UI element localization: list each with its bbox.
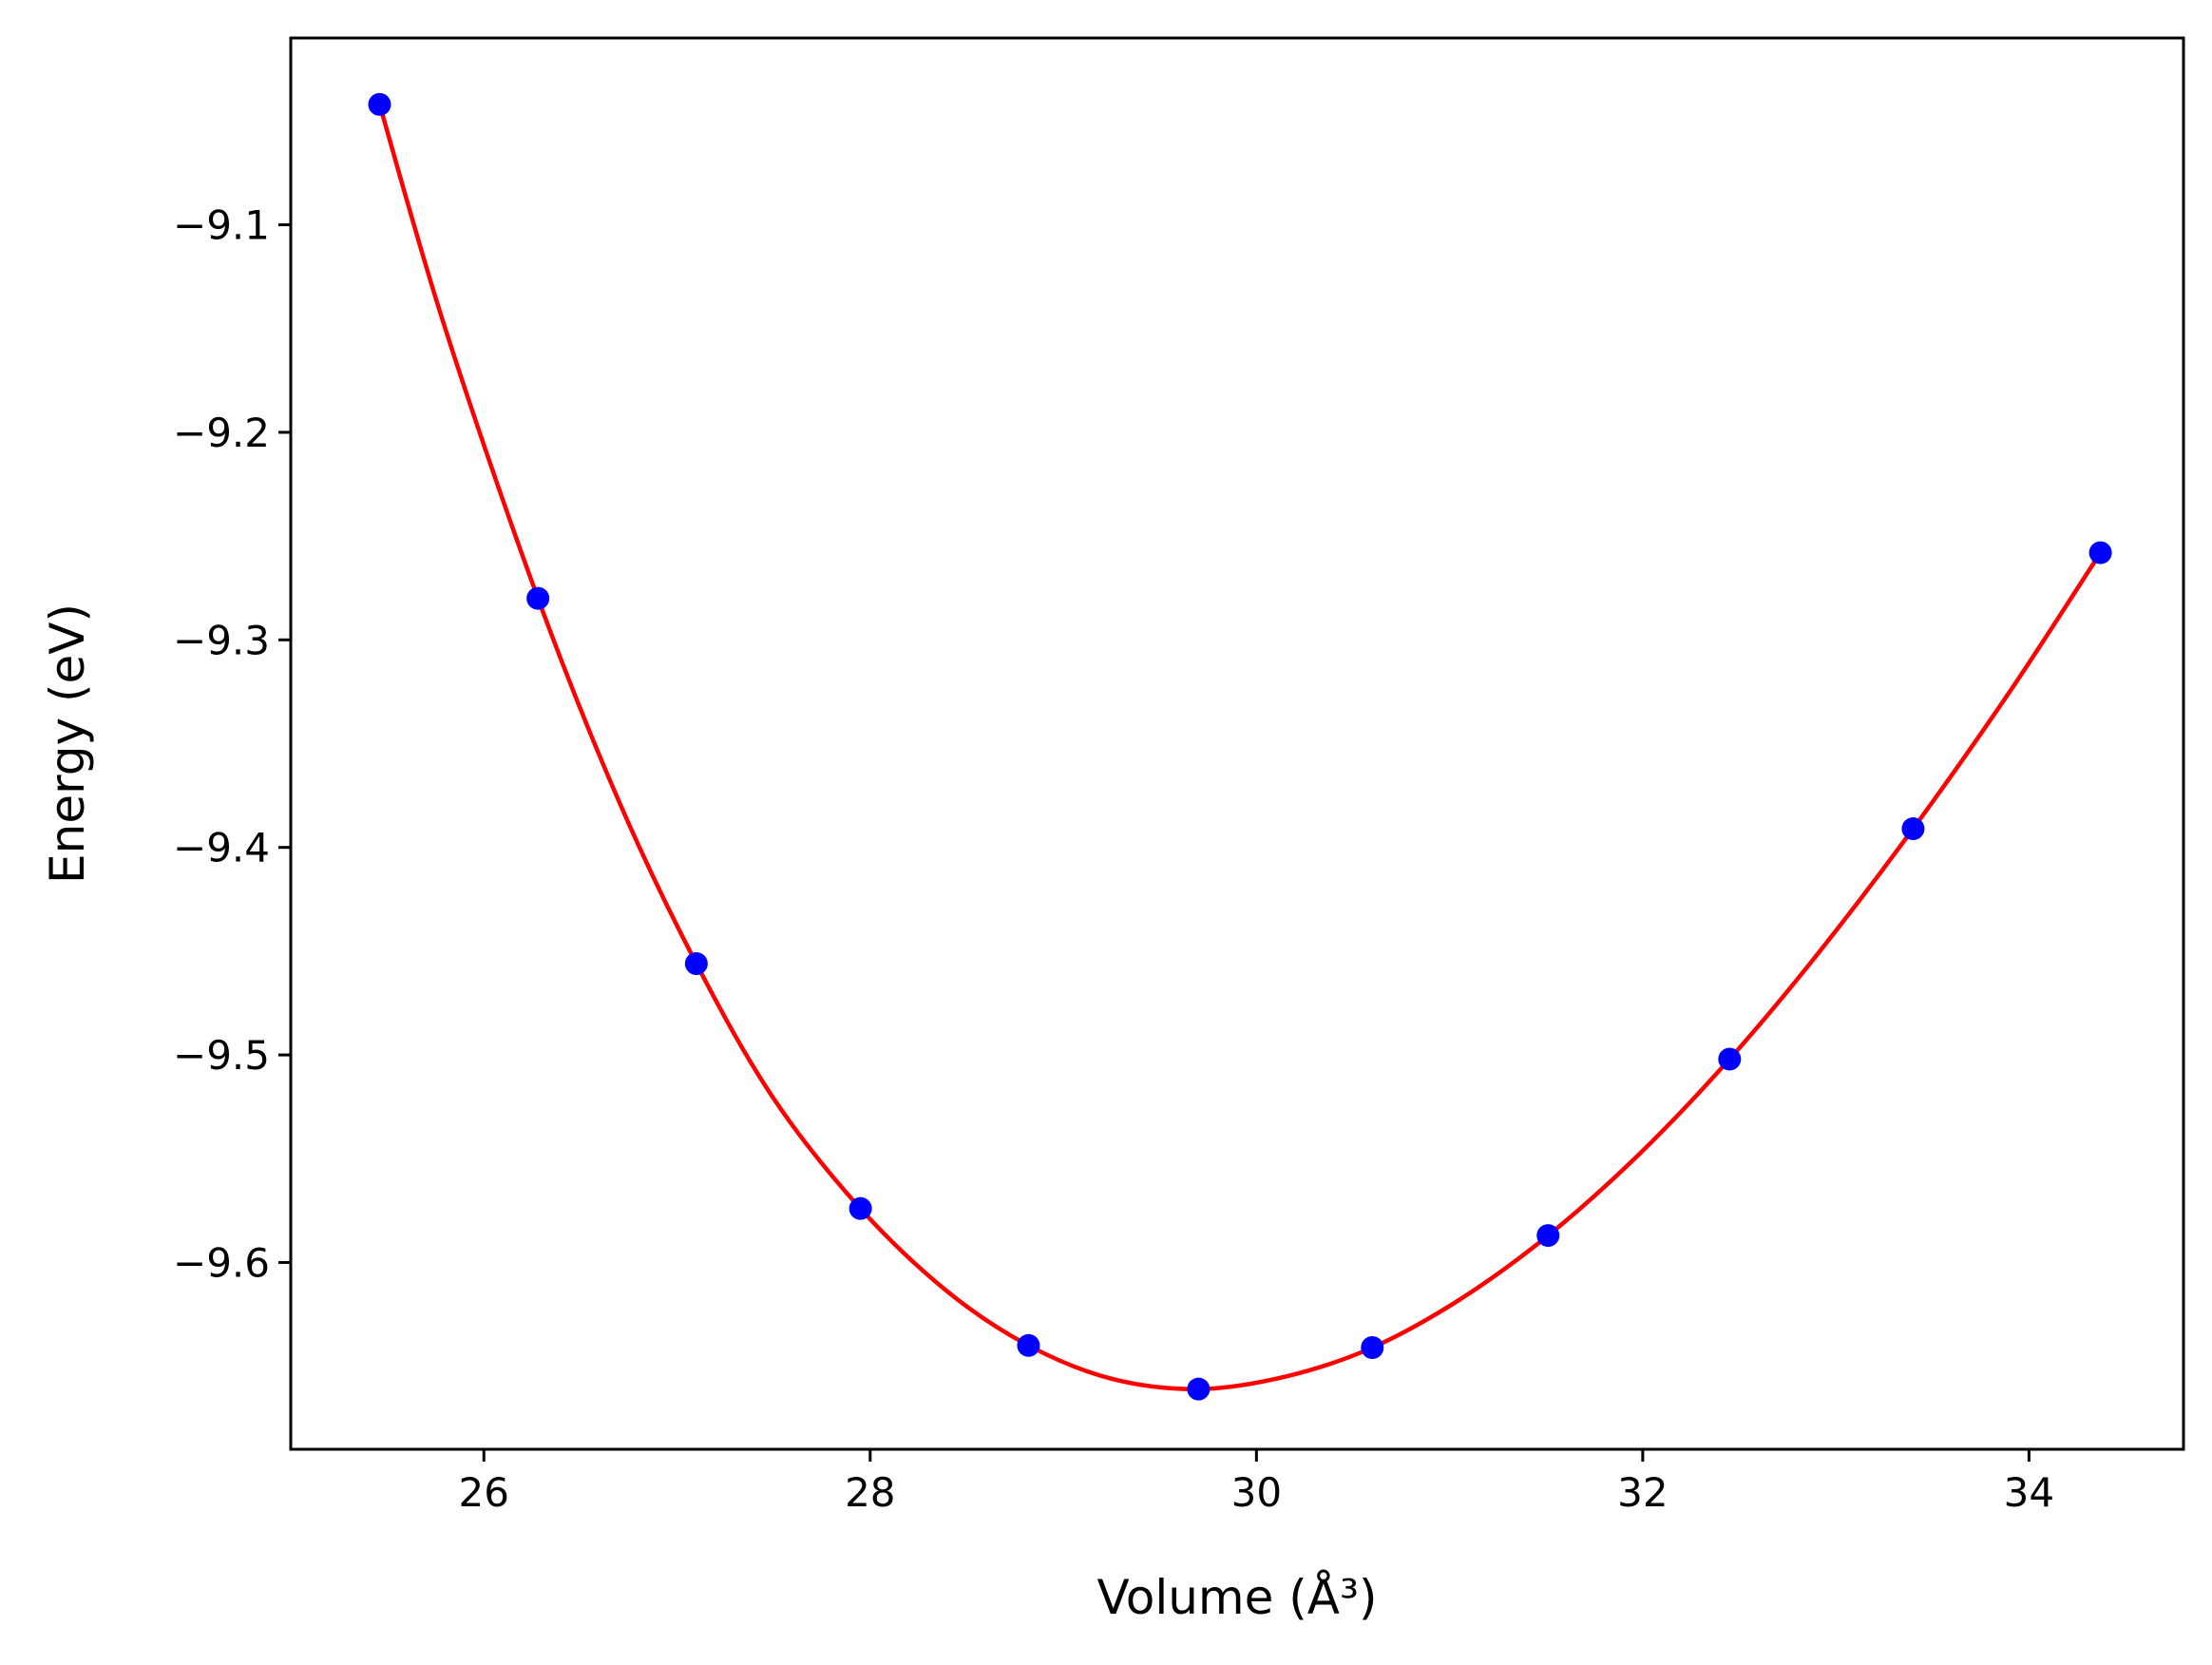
data-point bbox=[1901, 817, 1925, 841]
axes-frame bbox=[289, 36, 2185, 1451]
data-point bbox=[1017, 1333, 1040, 1357]
x-axis-label: Volume (Å³) bbox=[1096, 1570, 1377, 1625]
data-point bbox=[1187, 1377, 1211, 1401]
data-point bbox=[368, 92, 391, 116]
data-point bbox=[1536, 1224, 1560, 1248]
data-point bbox=[526, 586, 550, 610]
fit-curve-line bbox=[377, 104, 2103, 1391]
y-tick-label: −9.2 bbox=[173, 410, 270, 456]
plot-area bbox=[368, 92, 2112, 1401]
y-tick-label: −9.1 bbox=[173, 202, 270, 249]
data-point bbox=[1361, 1335, 1384, 1359]
y-tick-label: −9.6 bbox=[173, 1239, 270, 1286]
axes: 26 28 30 32 34 −9.1 −9.2 −9.3 −9.4 −9.5 −9.6 bbox=[173, 36, 2185, 1516]
data-point bbox=[1718, 1047, 1742, 1071]
x-tick-label: 28 bbox=[845, 1469, 895, 1516]
y-tick-label: −9.5 bbox=[173, 1032, 270, 1079]
y-tick-label: −9.4 bbox=[173, 825, 270, 871]
data-point bbox=[849, 1196, 872, 1220]
y-axis-label: Energy (eV) bbox=[40, 603, 95, 884]
data-point bbox=[2088, 541, 2112, 565]
x-tick-label: 32 bbox=[1617, 1469, 1668, 1516]
x-tick-label: 30 bbox=[1231, 1469, 1282, 1516]
data-point bbox=[684, 951, 708, 975]
y-tick-label: −9.3 bbox=[173, 617, 270, 663]
x-tick-label: 26 bbox=[459, 1469, 509, 1516]
x-tick-label: 34 bbox=[2004, 1469, 2054, 1516]
